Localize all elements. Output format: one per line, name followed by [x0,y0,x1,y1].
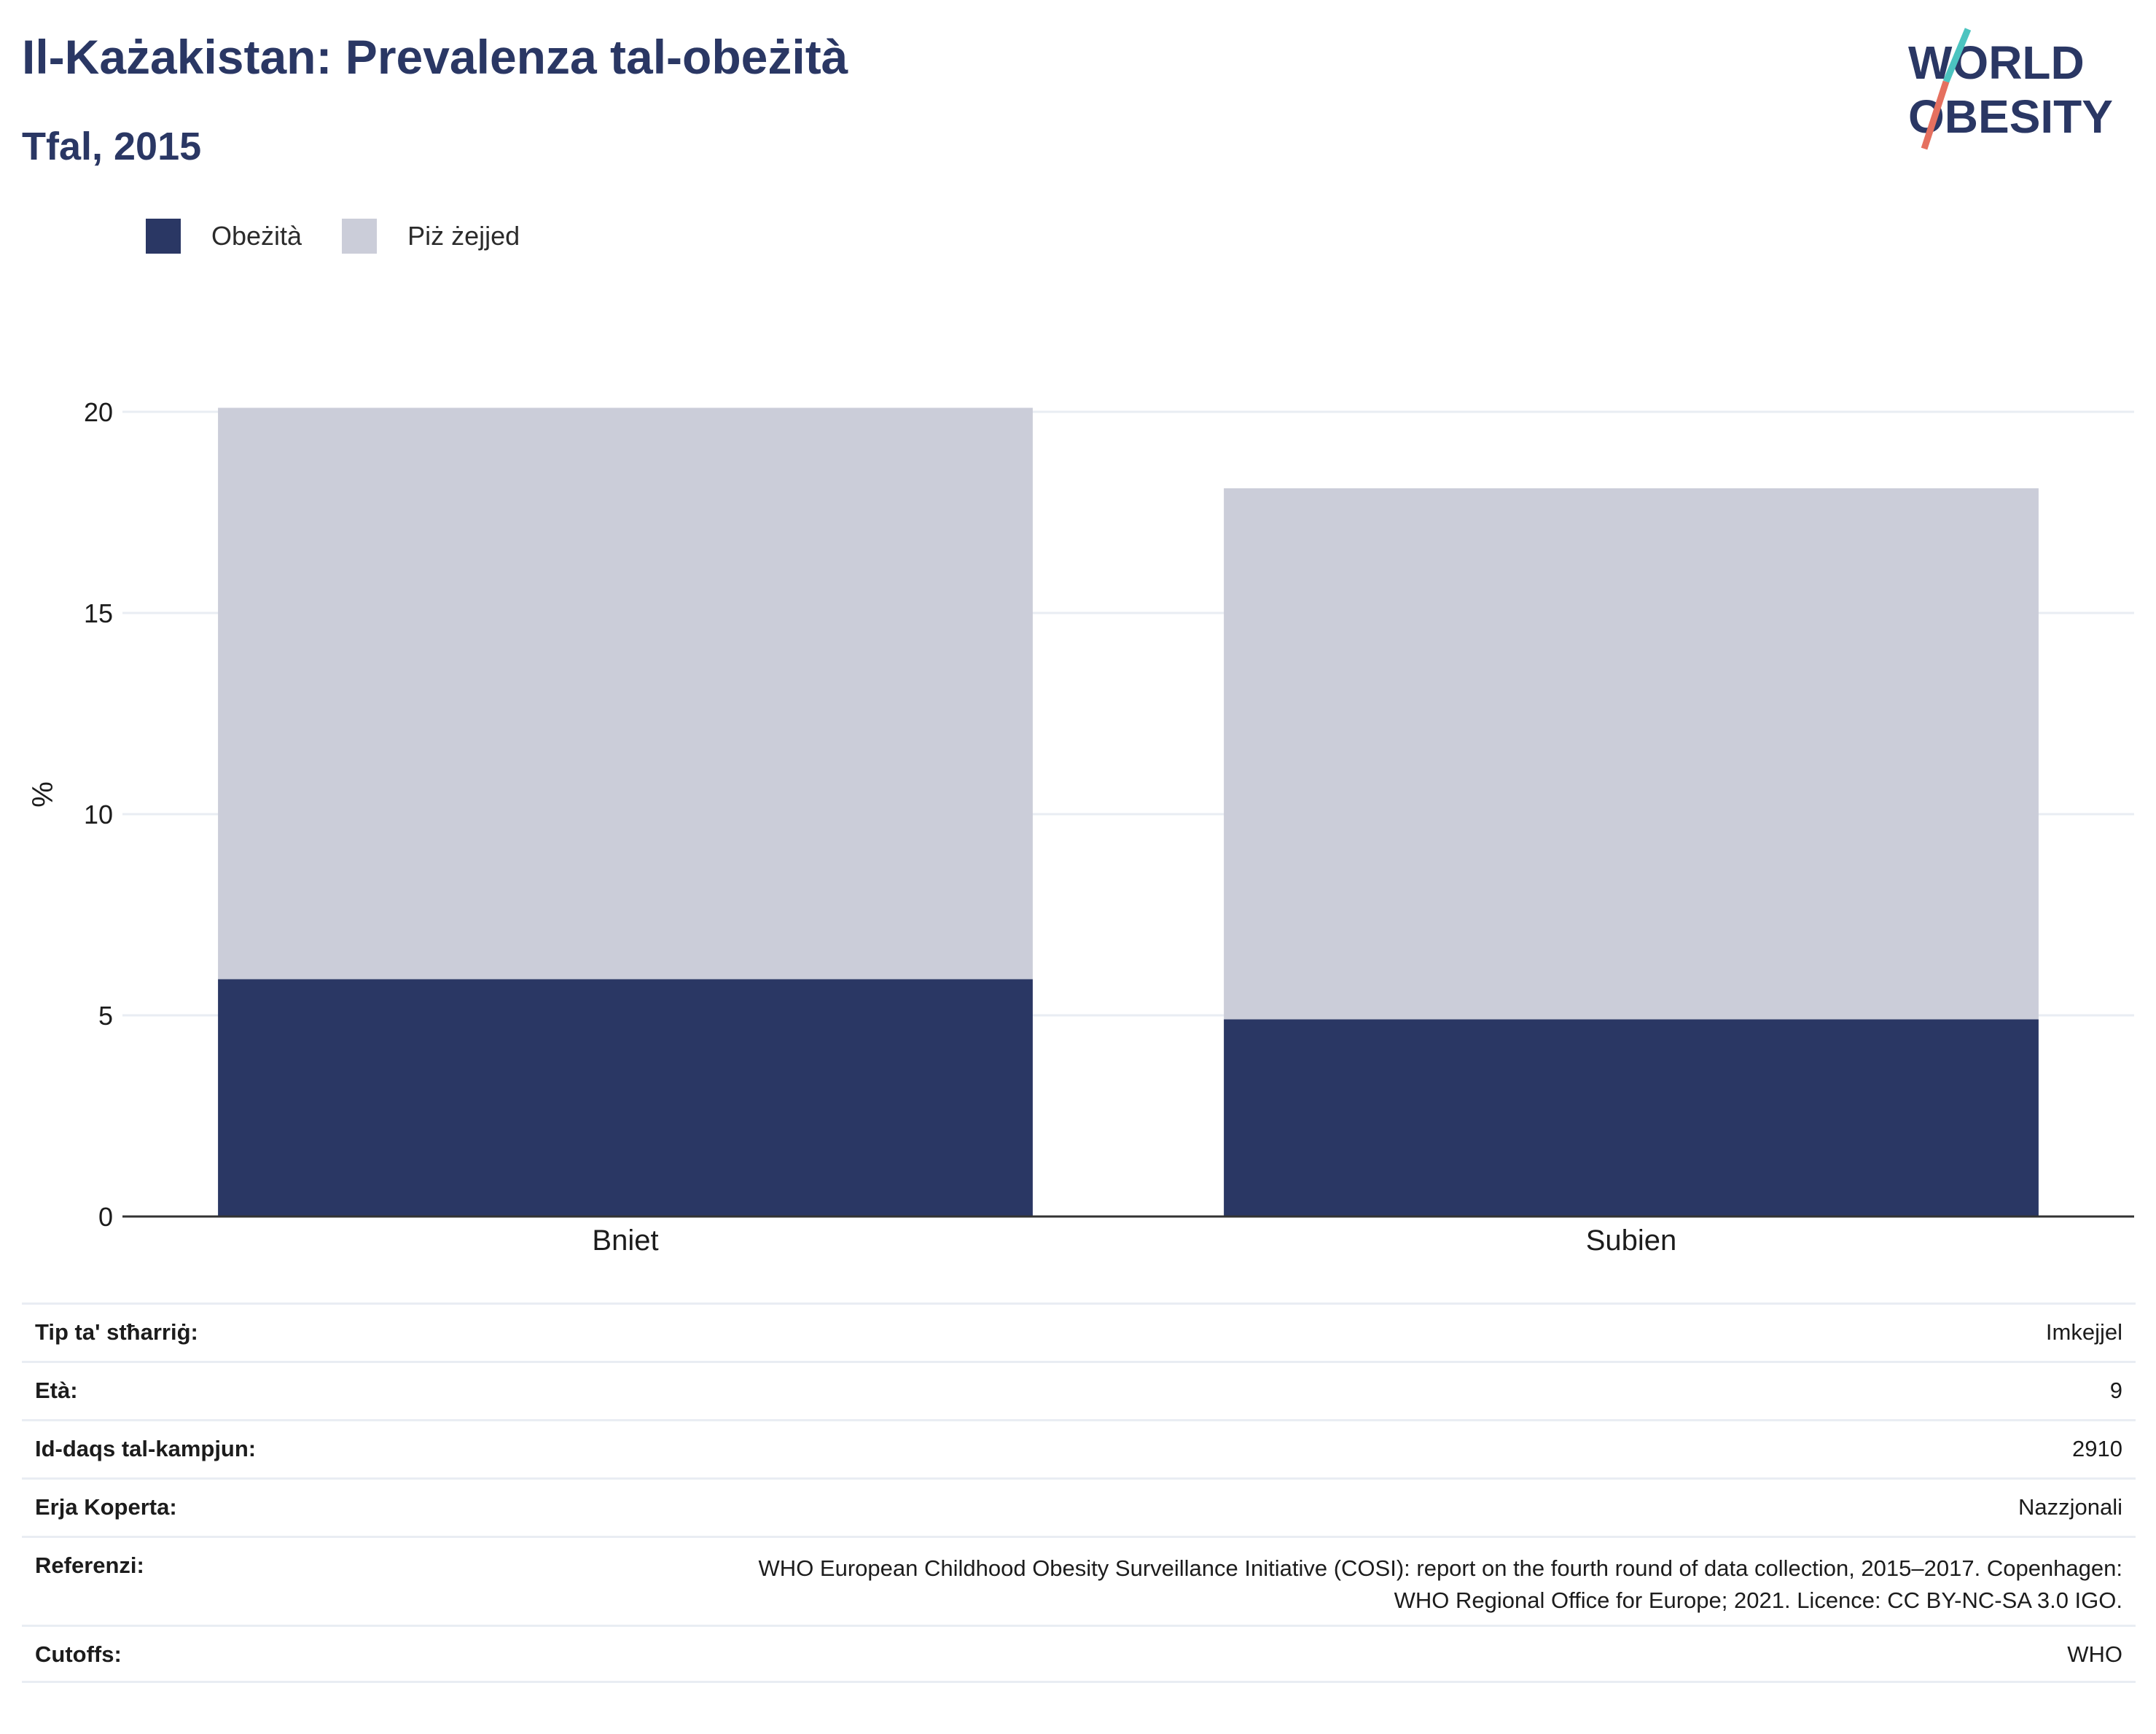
info-label: Referenzi: [35,1553,144,1578]
info-table: Tip ta' stħarriġ: Imkejjel Età: 9 Id-daqs ta… [22,1303,2136,1683]
bar-chart: 0 5 10 15 20% Bniet Subien [27,397,2134,1257]
legend-item-overweight: Piż żejjed [342,219,520,254]
info-value: 2910 [2072,1436,2122,1461]
info-value: Nazzjonali [2018,1494,2122,1520]
info-label: Età: [35,1378,78,1403]
world-obesity-logo: WORLD OBESITY [1908,28,2113,150]
legend-swatch-obesity [146,219,181,254]
bar-obesity [1224,1019,2039,1216]
y-axis-label: % [27,781,59,808]
y-tick-label: 10 [84,800,113,829]
chart-title: Il-Każakistan: Prevalenza tal-obeżità [22,30,848,84]
bar-obesity [218,979,1033,1216]
logo-stroke-coral [1921,80,1950,150]
info-label: Tip ta' stħarriġ: [35,1319,198,1345]
x-tick-label: Subien [1586,1225,1677,1257]
legend-label-overweight: Piż żejjed [407,221,520,251]
info-row: Tip ta' stħarriġ: Imkejjel [22,1303,2136,1361]
legend-swatch-overweight [342,219,378,254]
chart-subtitle: Tfal, 2015 [22,125,202,168]
logo-line1: WORLD [1908,36,2085,89]
info-value: WHO [2067,1641,2122,1667]
y-tick-label: 20 [84,397,113,427]
info-label: Erja Koperta: [35,1494,177,1520]
info-value: 9 [2109,1378,2122,1403]
info-row: Cutoffs: WHO [22,1625,2136,1683]
legend-item-obesity: Obeżità [146,219,302,254]
info-row: Erja Koperta: Nazzjonali [22,1477,2136,1536]
info-value: Imkejjel [2045,1319,2122,1345]
bar-overweight [1224,488,2039,1020]
x-tick-label: Bniet [592,1225,658,1257]
y-tick-label: 0 [98,1202,113,1232]
logo-stroke-teal [1942,28,1972,83]
chart-legend: Obeżità Piż żejjed [146,219,560,254]
y-tick-label: 5 [98,1001,113,1031]
info-row: Età: 9 [22,1361,2136,1419]
info-label: Cutoffs: [35,1641,122,1667]
y-tick-label: 15 [84,598,113,628]
legend-label-obesity: Obeżità [211,221,302,251]
info-label: Id-daqs tal-kampjun: [35,1436,257,1461]
info-row: Id-daqs tal-kampjun: 2910 [22,1419,2136,1477]
info-row: Referenzi: WHO European Childhood Obesity… [22,1536,2136,1625]
info-value: WHO European Childhood Obesity Surveilla… [758,1555,2122,1613]
bar-overweight [218,407,1033,980]
